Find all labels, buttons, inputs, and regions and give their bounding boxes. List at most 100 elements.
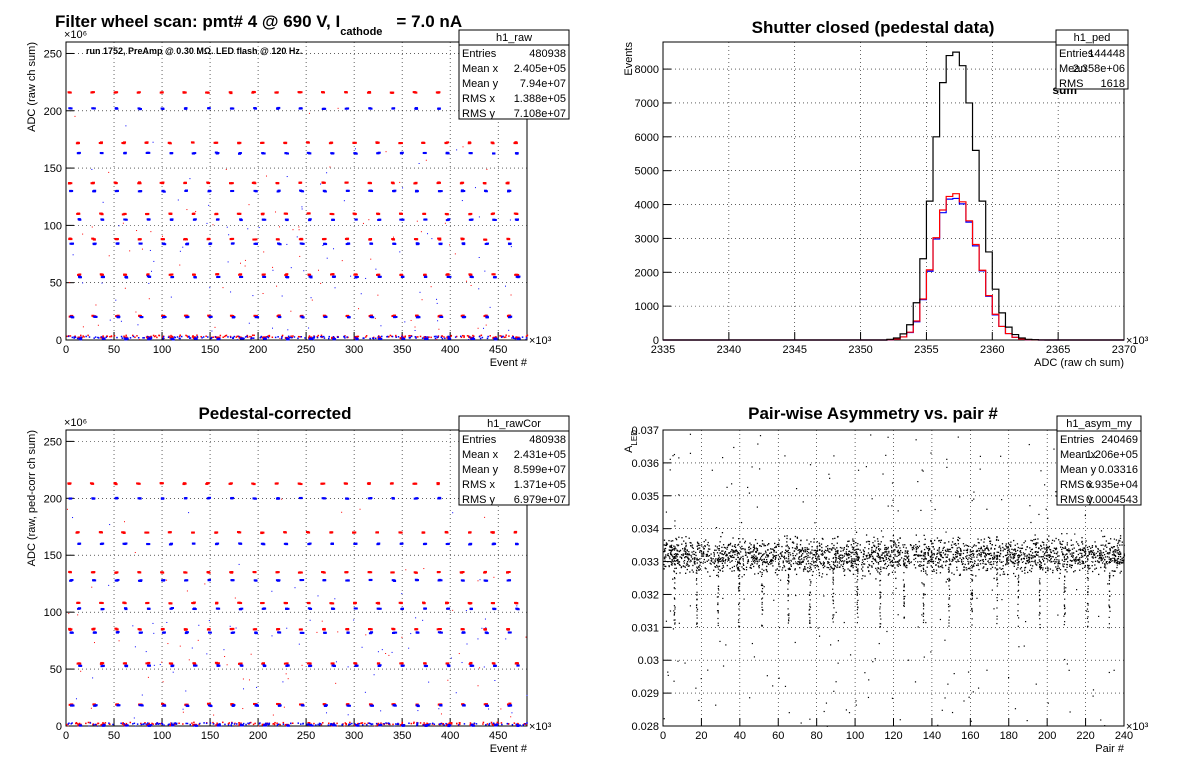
data-point <box>525 335 528 338</box>
data-point <box>277 497 281 500</box>
data-point <box>827 545 829 547</box>
data-point <box>1103 553 1106 556</box>
data-point <box>771 559 774 562</box>
data-point <box>734 553 736 556</box>
data-point <box>948 550 950 553</box>
data-point <box>670 561 672 563</box>
data-point <box>794 569 796 571</box>
data-point <box>1075 556 1078 558</box>
data-point <box>508 335 510 337</box>
data-point <box>801 561 803 564</box>
data-point <box>834 565 836 567</box>
data-point <box>517 337 521 340</box>
x-tick-label: 2345 <box>782 344 806 356</box>
data-point <box>716 552 719 554</box>
data-point <box>76 337 79 340</box>
data-point <box>242 708 244 710</box>
data-point <box>214 336 217 338</box>
data-point <box>308 722 311 724</box>
data-point <box>787 554 790 556</box>
data-point <box>357 722 359 725</box>
data-point <box>347 242 351 245</box>
x-tick-label: 2370 <box>1112 344 1136 356</box>
data-point <box>818 572 821 574</box>
data-point <box>322 571 326 574</box>
data-point <box>846 544 848 546</box>
data-point <box>1001 543 1004 545</box>
data-point <box>1038 556 1040 558</box>
data-point <box>468 141 472 144</box>
data-point <box>1048 554 1051 557</box>
y-tick-label: 3000 <box>635 233 659 245</box>
data-point <box>419 722 422 724</box>
data-point <box>673 549 676 551</box>
data-point <box>391 651 393 653</box>
data-point <box>272 269 274 271</box>
data-point <box>116 578 120 581</box>
data-point <box>890 564 892 566</box>
data-point <box>410 319 412 321</box>
data-point <box>895 544 897 546</box>
data-point <box>356 335 358 338</box>
data-point <box>344 91 348 94</box>
data-point <box>137 91 141 94</box>
data-point <box>843 547 845 549</box>
data-point <box>716 564 718 567</box>
data-point <box>879 555 881 558</box>
data-point <box>718 547 720 550</box>
data-point <box>346 628 350 631</box>
data-point <box>695 554 697 557</box>
data-point <box>361 646 363 648</box>
data-point <box>493 542 497 545</box>
chart-title-sub: cathode <box>340 26 382 38</box>
data-point <box>466 643 468 645</box>
data-point <box>104 722 107 724</box>
data-point <box>230 336 232 339</box>
data-point <box>134 552 136 554</box>
data-point <box>171 664 175 667</box>
data-point <box>966 551 968 554</box>
data-point <box>733 565 735 568</box>
data-point <box>75 698 77 700</box>
data-point <box>957 539 959 542</box>
data-point <box>822 566 825 569</box>
data-point <box>286 243 288 245</box>
data-point <box>1088 552 1090 554</box>
data-point <box>977 564 979 567</box>
data-point <box>463 723 466 725</box>
data-point <box>278 243 282 246</box>
data-point <box>987 560 989 562</box>
data-point <box>450 657 452 659</box>
data-point <box>330 723 333 726</box>
data-point <box>669 549 672 551</box>
data-point <box>1065 558 1067 561</box>
stats-box-name: h1_raw <box>496 32 532 44</box>
data-point <box>933 554 935 556</box>
data-point <box>94 723 97 726</box>
data-point <box>1084 564 1086 567</box>
data-point <box>184 189 188 192</box>
data-point <box>1061 559 1063 561</box>
data-point <box>491 602 495 605</box>
data-point <box>1058 539 1060 541</box>
data-point <box>735 565 738 567</box>
data-point <box>952 556 955 558</box>
data-point <box>807 567 809 569</box>
data-point <box>516 605 518 607</box>
data-point <box>786 537 788 540</box>
data-point <box>192 212 196 215</box>
data-point <box>488 724 490 726</box>
data-point <box>820 543 823 545</box>
data-point <box>491 142 495 145</box>
data-point <box>799 561 801 564</box>
data-point <box>143 723 145 725</box>
data-point <box>369 725 371 727</box>
data-point <box>301 704 305 707</box>
data-point <box>439 242 443 245</box>
data-point <box>1100 544 1102 546</box>
data-point <box>1103 548 1105 550</box>
data-point <box>1042 556 1044 558</box>
data-point <box>893 540 895 542</box>
data-point <box>515 152 519 155</box>
data-point <box>834 564 836 567</box>
